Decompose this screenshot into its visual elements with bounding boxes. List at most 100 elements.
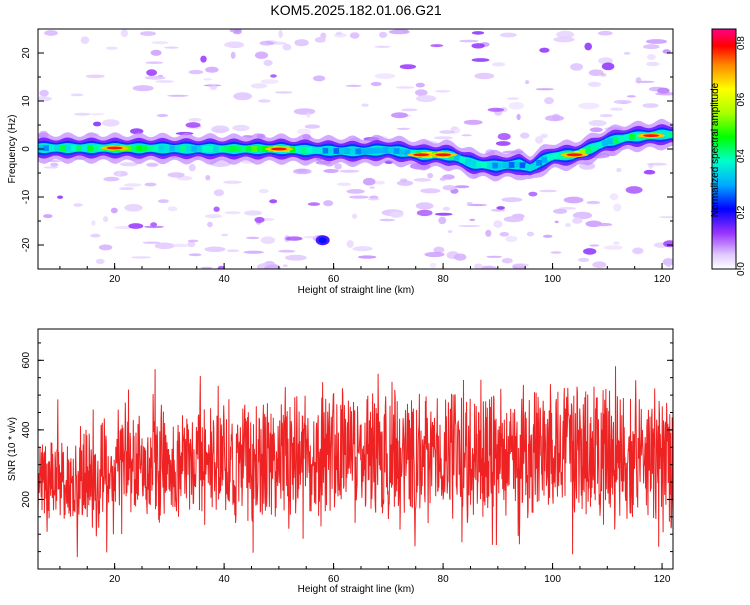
spectrogram-ridge-cell (224, 146, 231, 152)
spectrogram-noise-speck (323, 169, 339, 173)
snr-x-ticks: 20 40 60 80 100 120 (59, 563, 671, 585)
colorbar-tick-label: 0.0 (736, 262, 747, 276)
spectrogram-ridge-cell (300, 147, 307, 153)
spectrogram-ridge-cell (229, 146, 236, 152)
spectrogram-noise-speck (224, 211, 241, 215)
spectrogram-noise-speck (497, 133, 511, 141)
spectrogram-noise-speck (379, 31, 388, 38)
spectrogram-noise-speck (352, 246, 373, 252)
spectrogram-noise-speck (374, 180, 386, 185)
spectrogram-ridge-cell (147, 145, 154, 152)
spectrogram-ridge-cell (579, 148, 586, 155)
spectrogram-peak (106, 146, 123, 150)
spectrogram-noise-speck (73, 203, 83, 207)
spectrogram-noise-speck (232, 124, 250, 132)
snr-x-axis-label: Height of straight line (km) (298, 584, 415, 595)
spectrogram-noise-speck (243, 250, 264, 254)
spectrogram-ridge-cell (92, 145, 99, 151)
spectrogram-noise-speck (200, 55, 207, 63)
spectrogram-ridge-cell (54, 145, 61, 151)
spectrogram-noise-speck (442, 206, 451, 211)
spectrogram-noise-speck (91, 220, 96, 226)
spectrogram-noise-speck (93, 121, 102, 127)
spectrogram-noise-speck (144, 225, 164, 229)
spectrogram-ridge-cell (81, 145, 88, 151)
spectrogram-noise-speck (260, 236, 276, 244)
spectrogram-noise-speck (643, 44, 660, 50)
spectrogram-noise-speck (433, 136, 454, 140)
spectrogram-noise-speck (540, 133, 548, 139)
spectrogram-noise-speck (563, 196, 584, 204)
spectrogram-ridge-cell (470, 160, 477, 167)
snr-y-ticks: 200 400 600 (21, 342, 673, 570)
spectrogram-noise-speck (185, 122, 201, 128)
spectrogram-noise-speck (90, 233, 101, 238)
spectrogram-noise-speck (501, 197, 523, 203)
spectrogram-noise-speck (211, 125, 230, 134)
spectrogram-noise-speck (278, 249, 296, 253)
spectrogram-noise-speck (500, 32, 517, 38)
spectrogram-noise-speck (131, 256, 152, 259)
spectrogram-noise-speck (348, 195, 369, 199)
spectrogram-noise-speck (589, 244, 600, 247)
spectrogram-noise-speck (226, 249, 240, 253)
colorbar-label: Normalized spectral amplitude (710, 82, 721, 217)
x-tick-label: 120 (654, 274, 671, 285)
y-tick-label: -20 (21, 237, 32, 252)
spectrogram-noise-speck (420, 188, 441, 194)
spectrogram-noise-speck (145, 61, 164, 64)
spectrogram-noise-speck (352, 213, 358, 219)
spectrogram-noise-speck (613, 241, 620, 245)
spectrogram-ridge-cell (76, 145, 83, 151)
spectrogram-noise-speck (471, 31, 485, 35)
spectrogram-noise-speck (296, 128, 311, 135)
spectrogram-noise-speck (601, 62, 615, 71)
snr-panel: 20 40 60 80 100 120 200 400 600 Height of strai… (7, 328, 674, 595)
spectrogram-noise-speck (233, 92, 253, 101)
colorbar-tick-label: 0.2 (736, 205, 747, 219)
snr-frame (37, 328, 674, 570)
spectrogram-noise-speck (80, 36, 90, 44)
spectrogram-noise-speck (43, 214, 53, 219)
spectrogram-noise-speck (167, 172, 185, 178)
spectrogram-noise-speck (117, 170, 122, 177)
spectrogram-noise-speck (103, 176, 120, 182)
spectrogram-noise-speck (307, 202, 320, 206)
spectrogram-noise-speck (401, 108, 418, 112)
spectrogram-noise-speck (103, 216, 109, 223)
x-tick-label: 20 (109, 274, 121, 285)
spectrogram-noise-speck (535, 88, 554, 91)
spectrogram-noise-speck (613, 99, 632, 104)
y-tick-label: 10 (21, 95, 32, 107)
spectrogram-noise-speck (496, 206, 506, 210)
spectrogram-noise-speck (474, 263, 483, 269)
spectrogram-noise-speck (213, 206, 220, 212)
spectrogram-noise-speck (313, 75, 326, 82)
spectrogram-noise-speck (553, 208, 568, 214)
spectrogram-ridge-cell (158, 145, 165, 152)
spectrogram-noise-speck (374, 73, 396, 79)
spectrogram-ridge-cell (514, 161, 521, 168)
spectrogram-noise-speck (588, 119, 607, 127)
spectrogram-noise-speck (119, 162, 139, 167)
spectrogram-noise-speck (463, 119, 483, 125)
colorbar-ticks: 0.0 0.2 0.4 0.6 0.8 (736, 36, 747, 276)
spectrogram-ridge-cell (185, 145, 192, 152)
spectrogram-noise-speck (609, 193, 619, 201)
spectrogram-noise-speck (188, 69, 204, 75)
spectrogram-peak (435, 153, 452, 157)
spectrogram-noise-speck (396, 127, 411, 130)
spectrogram-noise-speck (244, 210, 263, 216)
spectrogram-ridge-cell (306, 147, 313, 153)
spectrogram-noise-speck (513, 263, 529, 267)
spectrogram-noise-speck (282, 264, 288, 267)
y-tick-label: 200 (21, 491, 32, 508)
spectrogram-ridge-cell (251, 146, 258, 152)
spectrogram-noise-speck (204, 246, 226, 253)
spectrogram-noise-speck (657, 87, 670, 94)
spectrogram-ridge-cell (634, 133, 641, 140)
spectrogram-noise-speck (499, 232, 510, 237)
spectrogram-noise-speck (451, 126, 458, 130)
spectrogram-noise-speck (558, 207, 577, 210)
